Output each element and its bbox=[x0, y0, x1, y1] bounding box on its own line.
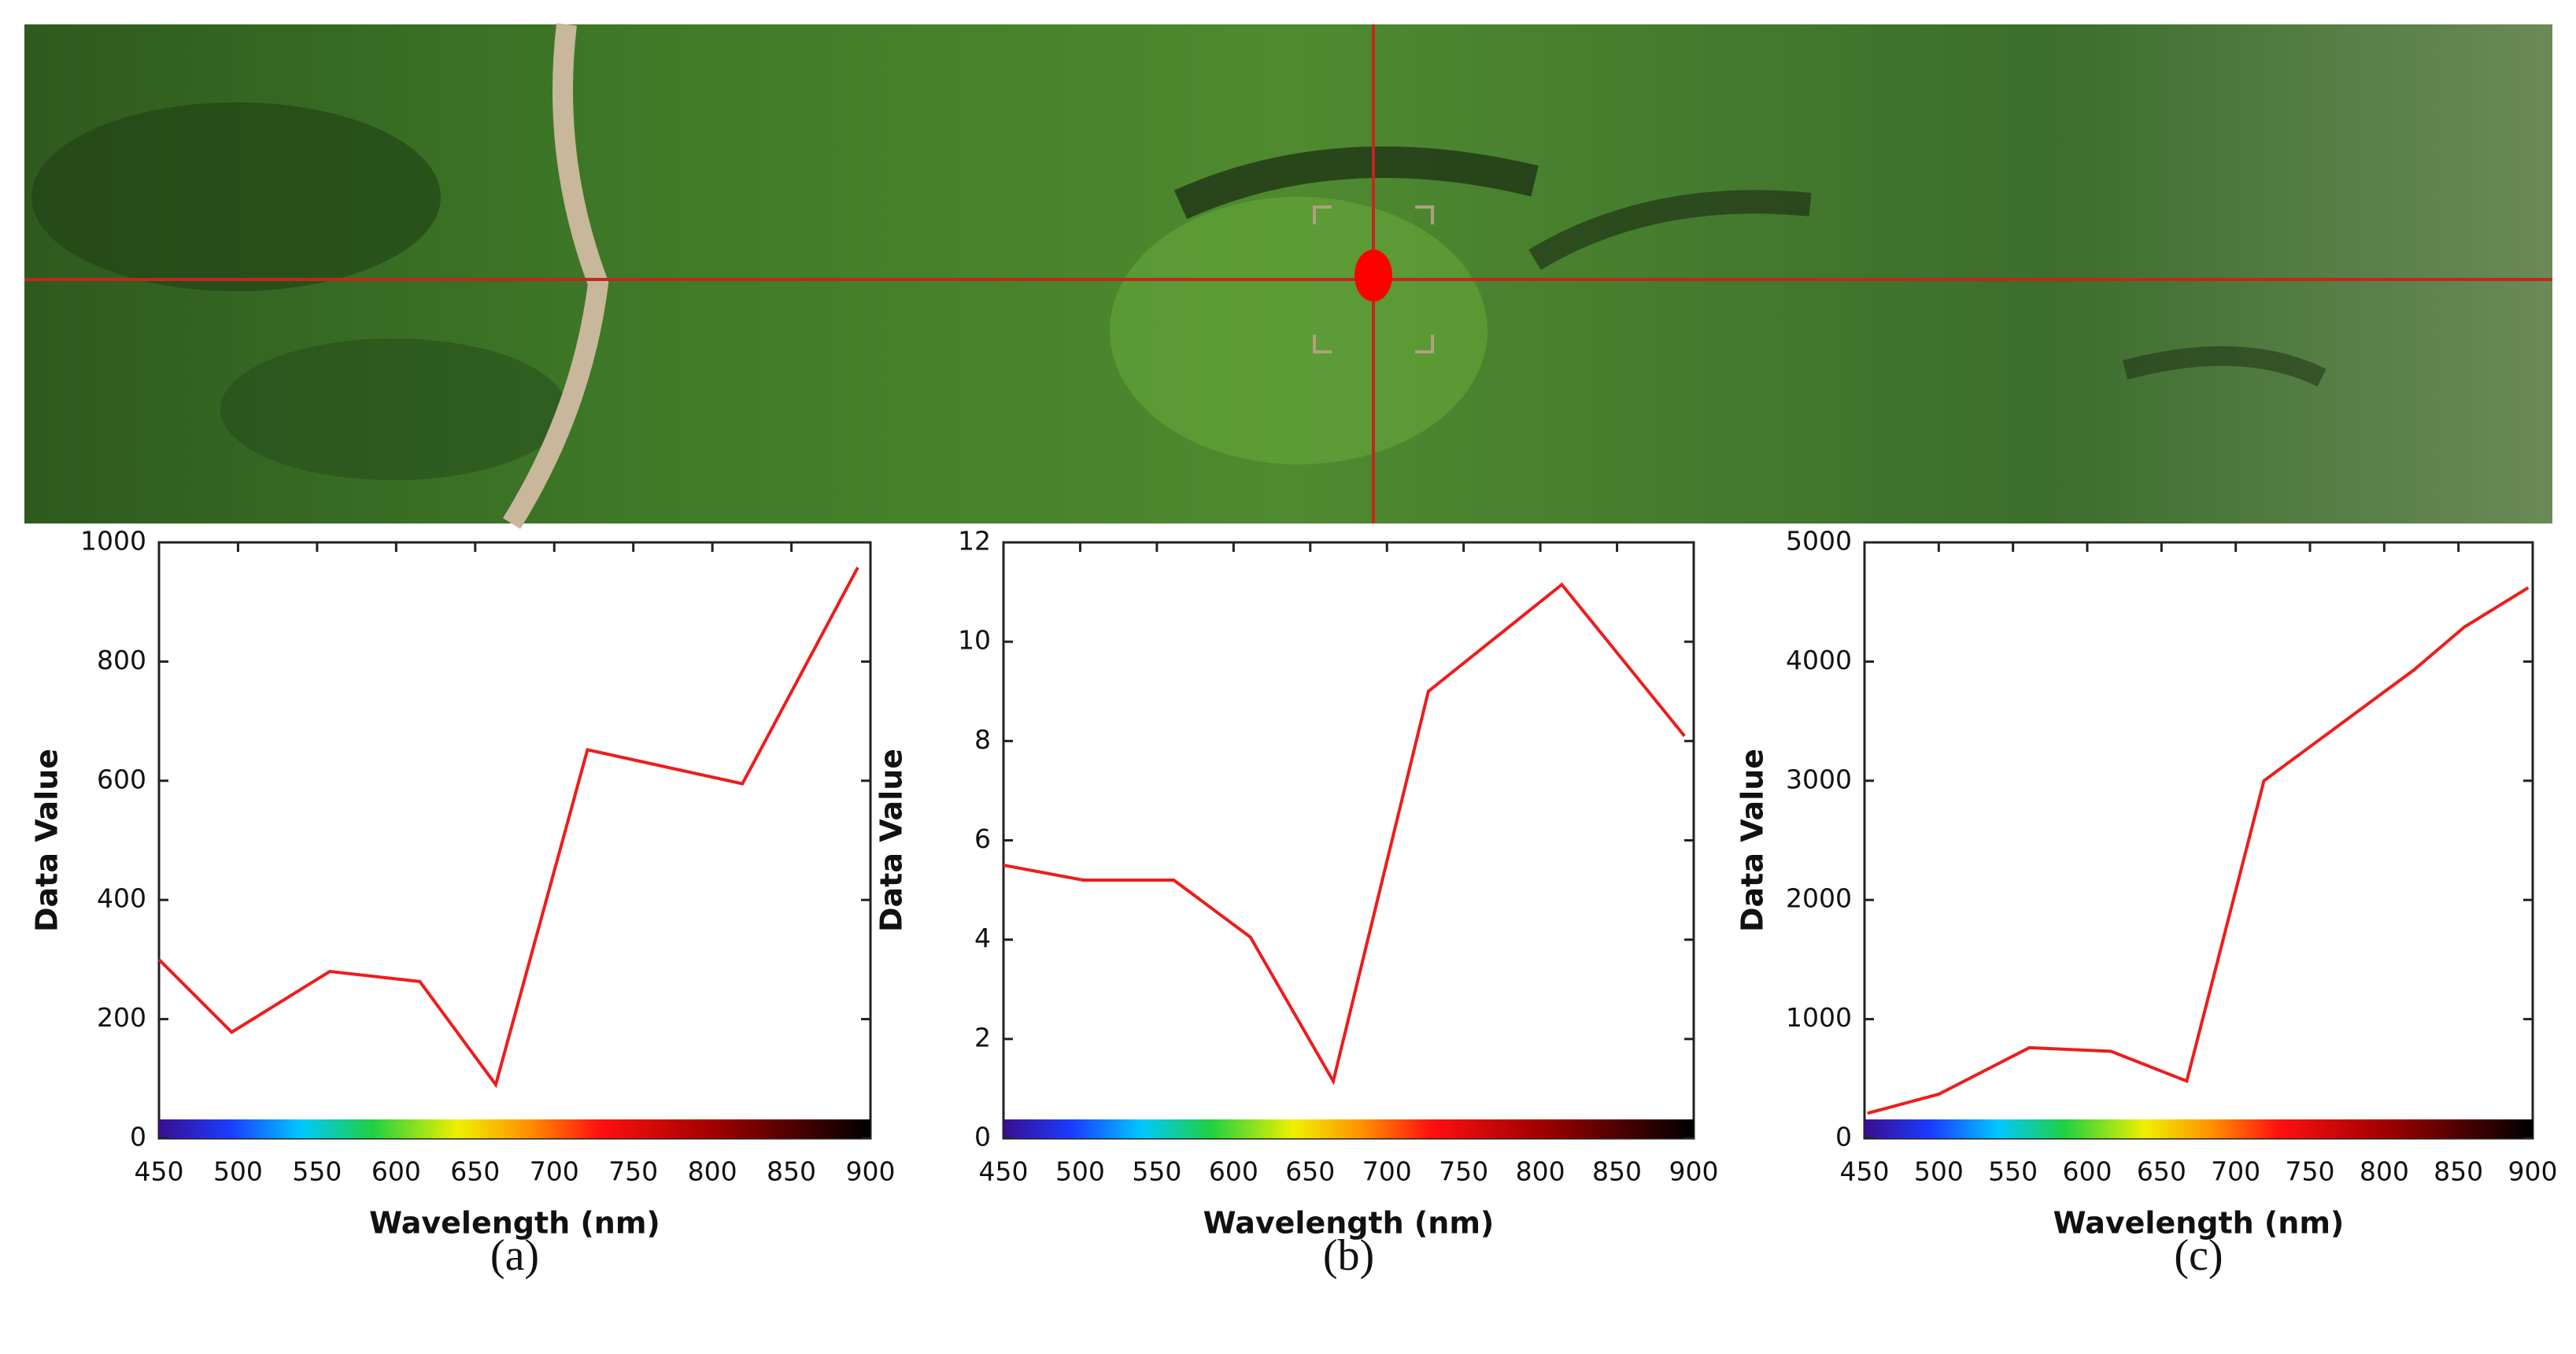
y-tick-label: 5000 bbox=[1786, 526, 1852, 557]
x-tick-label: 850 bbox=[767, 1156, 816, 1187]
x-tick-label: 650 bbox=[2137, 1156, 2186, 1187]
x-tick-label: 450 bbox=[135, 1156, 184, 1187]
y-axis-label: Data Value bbox=[30, 749, 65, 932]
x-axis-label: Wavelength (nm) bbox=[2053, 1206, 2345, 1241]
y-tick-label: 2000 bbox=[1786, 883, 1852, 914]
spectrum-line bbox=[1003, 582, 1686, 1086]
x-tick-label: 800 bbox=[2360, 1156, 2409, 1187]
y-tick-label: 400 bbox=[97, 883, 146, 914]
x-axis-label: Wavelength (nm) bbox=[369, 1206, 660, 1241]
x-tick-label: 700 bbox=[2211, 1156, 2260, 1187]
x-tick-label: 500 bbox=[1914, 1156, 1964, 1187]
spectrum-line bbox=[1867, 586, 2530, 1115]
x-tick-label: 450 bbox=[979, 1156, 1029, 1187]
y-tick-label: 3000 bbox=[1786, 764, 1852, 794]
x-tick-label: 650 bbox=[1285, 1156, 1335, 1187]
y-axis-label: Data Value bbox=[1735, 749, 1770, 932]
y-tick-label: 4000 bbox=[1786, 645, 1852, 675]
y-tick-label: 200 bbox=[97, 1002, 146, 1033]
x-tick-label: 700 bbox=[1362, 1156, 1412, 1187]
y-tick-label: 600 bbox=[97, 764, 146, 794]
x-tick-label: 500 bbox=[213, 1156, 263, 1187]
x-tick-label: 800 bbox=[1516, 1156, 1565, 1187]
x-tick-label: 550 bbox=[292, 1156, 342, 1187]
x-tick-label: 750 bbox=[1439, 1156, 1488, 1187]
y-tick-label: 12 bbox=[958, 526, 991, 557]
y-tick-label: 800 bbox=[97, 645, 146, 675]
x-tick-label: 900 bbox=[846, 1156, 896, 1187]
x-tick-label: 500 bbox=[1055, 1156, 1105, 1187]
x-tick-label: 550 bbox=[1132, 1156, 1181, 1187]
x-tick-label: 850 bbox=[1592, 1156, 1642, 1187]
y-tick-label: 2 bbox=[974, 1022, 991, 1052]
plot-frame bbox=[1863, 541, 2534, 1140]
y-tick-label: 0 bbox=[130, 1122, 146, 1152]
x-tick-label: 850 bbox=[2434, 1156, 2483, 1187]
panel-label: (b) bbox=[1323, 1231, 1374, 1280]
x-tick-label: 800 bbox=[688, 1156, 737, 1187]
panel-label: (a) bbox=[490, 1231, 539, 1280]
x-tick-label: 900 bbox=[1669, 1156, 1719, 1187]
spectrum-bar bbox=[1865, 1119, 2533, 1138]
x-tick-label: 750 bbox=[608, 1156, 658, 1187]
y-axis-label: Data Value bbox=[874, 749, 909, 932]
x-tick-label: 600 bbox=[371, 1156, 421, 1187]
y-tick-label: 0 bbox=[974, 1122, 991, 1152]
x-axis-label: Wavelength (nm) bbox=[1203, 1206, 1495, 1241]
y-tick-label: 1000 bbox=[1786, 1002, 1852, 1033]
y-tick-label: 1000 bbox=[80, 526, 146, 557]
y-tick-label: 8 bbox=[974, 724, 991, 755]
x-tick-label: 650 bbox=[450, 1156, 500, 1187]
x-tick-label: 600 bbox=[2063, 1156, 2112, 1187]
spectrum-line bbox=[157, 566, 859, 1089]
x-tick-label: 550 bbox=[1988, 1156, 2038, 1187]
x-tick-label: 900 bbox=[2508, 1156, 2558, 1187]
panel-label: (c) bbox=[2174, 1231, 2223, 1280]
satellite-image bbox=[24, 23, 2552, 529]
x-tick-label: 450 bbox=[1840, 1156, 1890, 1187]
y-tick-label: 0 bbox=[1835, 1122, 1852, 1152]
y-tick-label: 4 bbox=[974, 923, 991, 953]
x-tick-label: 750 bbox=[2286, 1156, 2335, 1187]
plot-frame bbox=[1002, 541, 1695, 1140]
spectrum-bar bbox=[159, 1119, 870, 1138]
y-tick-label: 6 bbox=[974, 823, 991, 854]
plot-frame bbox=[157, 541, 872, 1140]
x-tick-label: 600 bbox=[1209, 1156, 1258, 1187]
x-tick-label: 700 bbox=[530, 1156, 579, 1187]
spectrum-bar bbox=[1003, 1119, 1694, 1138]
y-tick-label: 10 bbox=[958, 625, 991, 656]
